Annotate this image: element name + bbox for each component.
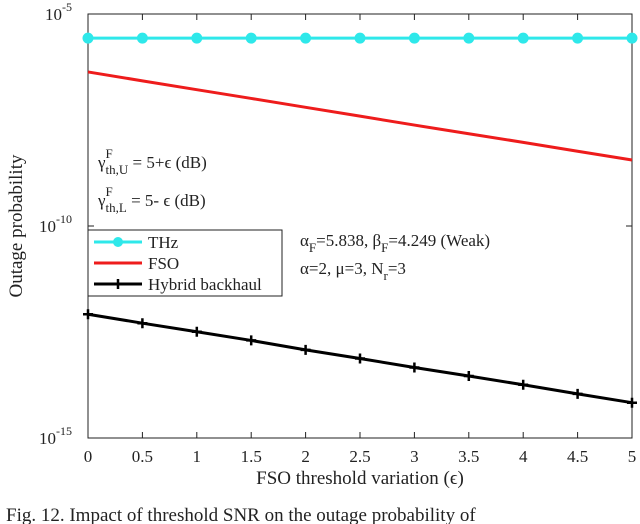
legend-label: FSO	[148, 254, 179, 273]
tick-base: 10	[45, 5, 62, 24]
tick-base: 10	[39, 429, 56, 448]
marker	[408, 32, 420, 44]
marker	[136, 32, 148, 44]
annotation: γF th,U = 5+ϵ (dB)	[97, 146, 207, 177]
marker	[300, 344, 311, 355]
annotation: αF=5.838, βF=4.249 (Weak)	[300, 231, 490, 255]
annotation: γF th,L = 5- ϵ (dB)	[97, 184, 206, 215]
marker	[191, 32, 203, 44]
annotation-part: γ	[97, 191, 106, 210]
y-axis-label: Outage probability	[6, 154, 27, 297]
annotation-part: F	[381, 240, 388, 255]
marker	[572, 388, 583, 399]
annotation-part: = 5- ϵ (dB)	[127, 191, 206, 210]
marker	[82, 32, 94, 44]
annotation-part: =3	[388, 259, 406, 278]
tick-base: 10	[39, 217, 56, 236]
x-tick-label: 0	[84, 447, 93, 466]
x-axis-label: FSO threshold variation (ϵ)	[256, 468, 464, 489]
marker	[627, 397, 637, 408]
marker	[517, 32, 529, 44]
marker	[355, 353, 365, 364]
marker	[518, 379, 529, 390]
tick-exponent: -15	[56, 424, 72, 438]
marker	[463, 32, 475, 44]
annotation-part: F	[106, 184, 113, 199]
tick-exponent: -10	[56, 212, 72, 226]
legend-label: Hybrid backhaul	[148, 275, 262, 294]
annotation-part: =5.838, β	[316, 231, 381, 250]
marker	[354, 32, 366, 44]
x-tick-label: 3	[410, 447, 419, 466]
x-tick-label: 5	[628, 447, 637, 466]
annotation-part: =4.249 (Weak)	[388, 231, 490, 250]
marker	[626, 32, 638, 44]
x-tick-label: 3.5	[458, 447, 479, 466]
annotation-part: α	[300, 231, 309, 250]
legend-marker	[113, 279, 123, 289]
caption: Fig. 12. Impact of threshold SNR on the …	[6, 505, 476, 524]
x-tick-label: 0.5	[132, 447, 153, 466]
marker	[300, 32, 312, 44]
marker	[409, 362, 420, 373]
legend-label: THz	[148, 233, 179, 252]
plot-frame	[87, 13, 633, 439]
marker	[572, 32, 584, 44]
x-tick-label: 4.5	[567, 447, 588, 466]
marker	[246, 335, 257, 346]
annotation-part: F	[309, 240, 316, 255]
annotation-part: = 5+ϵ (dB)	[128, 153, 206, 172]
tick-exponent: -5	[62, 0, 72, 14]
x-tick-label: 2.5	[349, 447, 370, 466]
annotation-part: γ	[97, 153, 106, 172]
x-tick-label: 2	[301, 447, 310, 466]
annotation-part: th,U	[106, 162, 129, 177]
annotation-part: th,L	[106, 200, 127, 215]
marker	[137, 318, 148, 329]
marker	[83, 309, 93, 320]
x-tick-label: 1	[193, 447, 202, 466]
y-tick-label: 10-10	[39, 212, 72, 236]
annotation-part: F	[106, 146, 113, 161]
annotation: α=2, μ=3, Nr=3	[300, 259, 406, 283]
y-tick-label: 10-5	[45, 0, 72, 24]
y-tick-label: 10-15	[39, 424, 72, 448]
marker	[191, 326, 202, 337]
legend-marker	[113, 237, 123, 247]
x-tick-label: 1.5	[241, 447, 262, 466]
x-tick-label: 4	[519, 447, 528, 466]
annotation-part: r	[383, 268, 388, 283]
marker	[245, 32, 257, 44]
annotation-part: α=2, μ=3, N	[300, 259, 383, 278]
series-line	[87, 70, 633, 162]
marker	[463, 370, 474, 381]
